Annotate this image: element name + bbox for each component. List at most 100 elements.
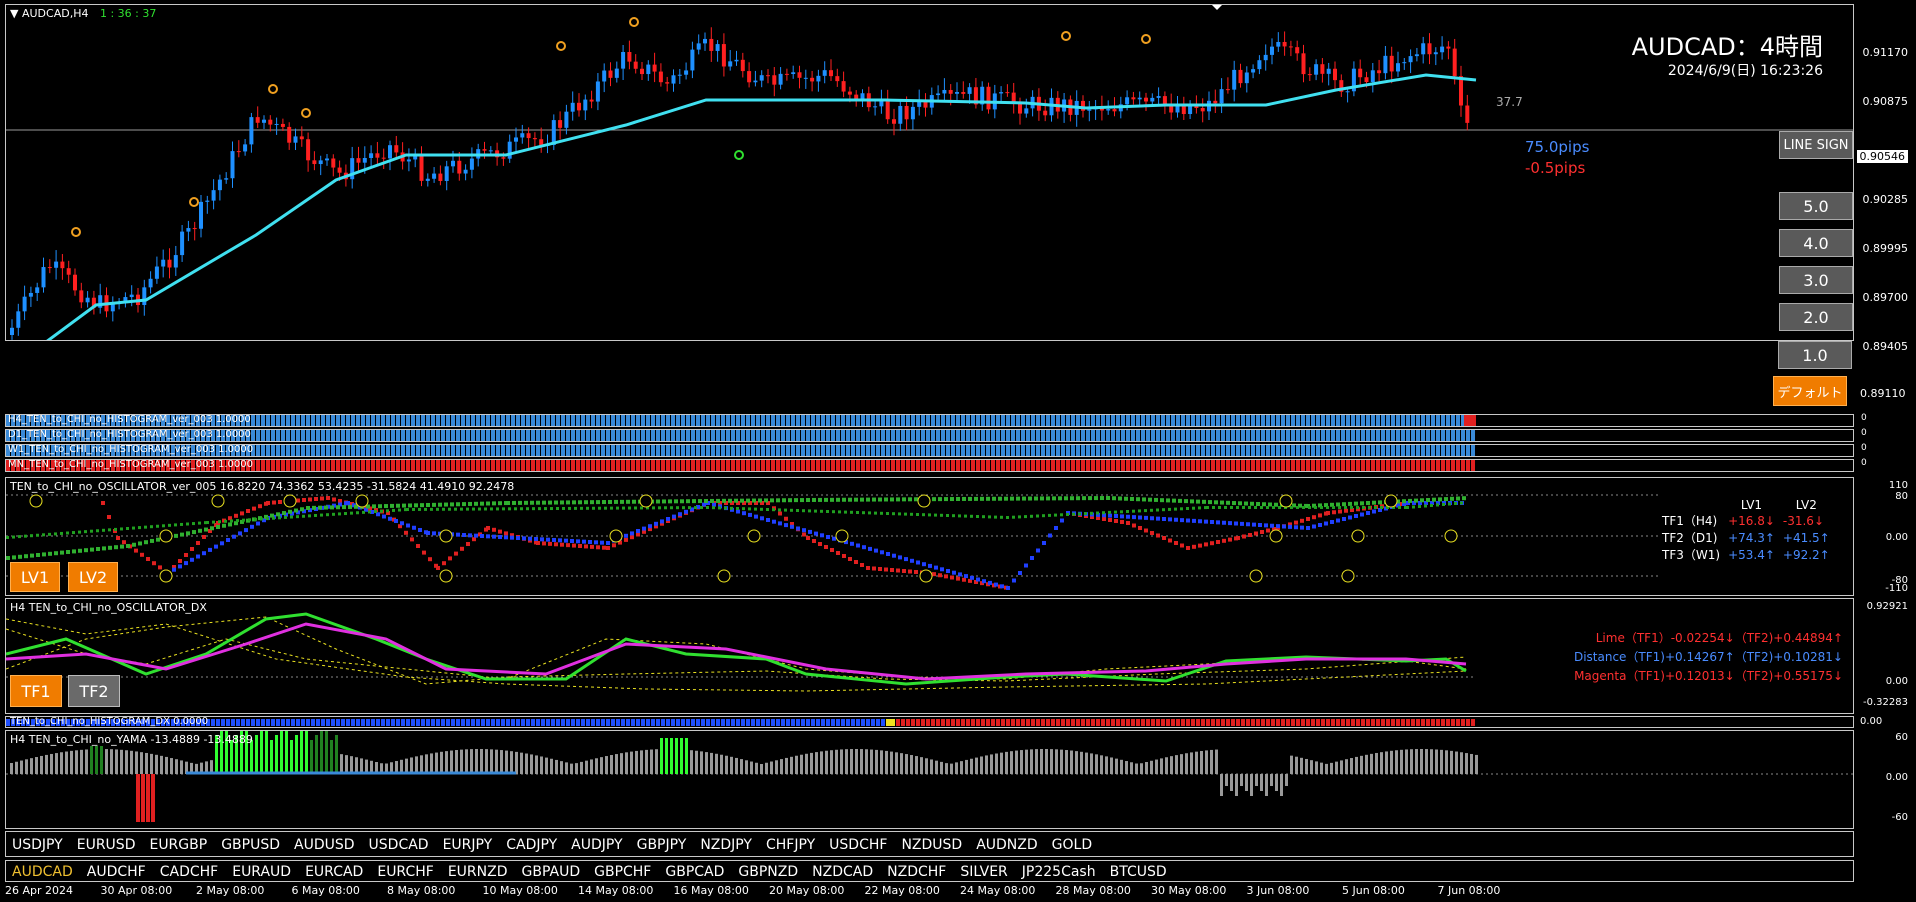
symbol-button-silver[interactable]: SILVER bbox=[960, 864, 1008, 880]
symbol-button-audcad[interactable]: AUDCAD bbox=[12, 864, 73, 880]
symbol-button-chfjpy[interactable]: CHFJPY bbox=[765, 837, 816, 853]
hdx-bar bbox=[461, 719, 465, 726]
symbol-button-nzdusd[interactable]: NZDUSD bbox=[901, 837, 963, 853]
osc-dot-red bbox=[1254, 531, 1258, 536]
candle-body bbox=[1314, 64, 1319, 75]
symbol-button-eurnzd[interactable]: EURNZD bbox=[447, 864, 508, 880]
symbol-button-eurchf[interactable]: EURCHF bbox=[377, 864, 434, 880]
candle-body bbox=[375, 153, 380, 158]
symbol-button-gbpjpy[interactable]: GBPJPY bbox=[636, 837, 687, 853]
osc-dot-green bbox=[1142, 497, 1146, 502]
symbol-button-usdcad[interactable]: USDCAD bbox=[368, 837, 429, 853]
osc-dot-green2 bbox=[424, 507, 427, 511]
osc-dot-green bbox=[776, 498, 780, 503]
osc-dot-green bbox=[1426, 498, 1430, 502]
symbol-button-cadjpy[interactable]: CADJPY bbox=[506, 837, 558, 853]
candle-body bbox=[936, 93, 941, 96]
hdx-bar bbox=[396, 719, 400, 726]
hdx-bar bbox=[356, 719, 360, 726]
candle-body bbox=[1408, 56, 1413, 63]
symbol-button-gold[interactable]: GOLD bbox=[1051, 837, 1093, 853]
symbol-button-audnzd[interactable]: AUDNZD bbox=[976, 837, 1038, 853]
hdx-bar bbox=[1386, 719, 1390, 726]
price-chart-pane[interactable]: ▼ AUDCAD,H4 1 : 36 : 37 AUDCAD：4時間 2024/… bbox=[5, 4, 1854, 341]
hdx-bar bbox=[996, 719, 1000, 726]
oscillator-dx-pane[interactable]: H4 TEN_to_CHI_no_OSCILLATOR_DX TF1 TF2 L… bbox=[5, 598, 1854, 714]
yama-pane[interactable]: H4 TEN_to_CHI_no_YAMA -13.4889 -13.4889 bbox=[5, 730, 1854, 829]
level-3-button[interactable]: 3.0 bbox=[1779, 266, 1853, 294]
osc-dot-green2 bbox=[344, 512, 347, 516]
yama-bar bbox=[530, 754, 533, 774]
symbol-button-audusd[interactable]: AUDUSD bbox=[294, 837, 355, 853]
osc-dot-blue bbox=[1204, 519, 1208, 524]
hdx-bar bbox=[806, 719, 810, 726]
yama-bar-neg bbox=[1285, 774, 1288, 786]
osc-dot-red bbox=[536, 541, 540, 545]
symbol-button-gbpcad[interactable]: GBPCAD bbox=[665, 864, 725, 880]
hdx-bar bbox=[1021, 719, 1025, 726]
level-2-button[interactable]: 2.0 bbox=[1779, 303, 1853, 331]
osc-dot-blue bbox=[1192, 518, 1196, 523]
osc-dot-green2 bbox=[1224, 506, 1227, 509]
symbol-button-btcusd[interactable]: BTCUSD bbox=[1109, 864, 1167, 880]
level-4-button[interactable]: 4.0 bbox=[1779, 229, 1853, 257]
lv1-button[interactable]: LV1 bbox=[10, 562, 60, 592]
symbol-button-eurusd[interactable]: EURUSD bbox=[76, 837, 136, 853]
yama-bar bbox=[720, 754, 723, 774]
yama-bar bbox=[200, 762, 203, 774]
osc-dot-blue bbox=[1162, 517, 1166, 521]
yama-bar bbox=[670, 738, 673, 774]
osc-dot-red bbox=[1198, 543, 1202, 548]
line-sign-button[interactable]: LINE SIGN bbox=[1779, 131, 1853, 159]
symbol-button-nzdchf[interactable]: NZDCHF bbox=[887, 864, 947, 880]
symbol-button-eurcad[interactable]: EURCAD bbox=[305, 864, 364, 880]
osc-dot-blue bbox=[1306, 526, 1310, 530]
oscillator-pane[interactable]: TEN_to_CHI_no_OSCILLATOR_ver_005 16.8220… bbox=[5, 477, 1854, 596]
osc-dot-red bbox=[436, 566, 440, 570]
level-5-button[interactable]: 5.0 bbox=[1779, 192, 1853, 220]
candle-body bbox=[640, 68, 644, 75]
yama-bar-neg bbox=[1275, 774, 1278, 791]
tf1-button[interactable]: TF1 bbox=[10, 675, 62, 707]
hdx-bar bbox=[541, 719, 545, 726]
symbol-button-nzdjpy[interactable]: NZDJPY bbox=[700, 837, 752, 853]
symbol-button-gbpusd[interactable]: GBPUSD bbox=[221, 837, 280, 853]
symbol-button-euraud[interactable]: EURAUD bbox=[232, 864, 292, 880]
osc-dot-green2 bbox=[78, 530, 81, 534]
symbol-bar-1: USDJPY EURUSD EURGBP GBPUSD AUDUSD USDCAD EURJ… bbox=[5, 831, 1854, 857]
symbol-button-eurjpy[interactable]: EURJPY bbox=[442, 837, 493, 853]
osc-dot-green bbox=[974, 496, 978, 501]
osc-dot-blue bbox=[766, 518, 770, 522]
symbol-button-gbpchf[interactable]: GBPCHF bbox=[594, 864, 652, 880]
yama-bar bbox=[635, 750, 638, 774]
symbol-button-cadchf[interactable]: CADCHF bbox=[159, 864, 219, 880]
symbol-button-usdchf[interactable]: USDCHF bbox=[829, 837, 888, 853]
oscillator-chart bbox=[6, 494, 1661, 590]
yama-bar bbox=[280, 731, 283, 774]
yama-bar bbox=[675, 738, 678, 774]
level-1-button[interactable]: 1.0 bbox=[1778, 341, 1852, 369]
osc-dot-green bbox=[530, 500, 534, 505]
symbol-button-gbpaud[interactable]: GBPAUD bbox=[521, 864, 581, 880]
symbol-button-usdjpy[interactable]: USDJPY bbox=[12, 837, 63, 853]
osc-dot-green bbox=[536, 500, 540, 505]
symbol-button-jp225cash[interactable]: JP225Cash bbox=[1021, 864, 1096, 880]
symbol-button-audchf[interactable]: AUDCHF bbox=[86, 864, 146, 880]
osc-dot-green2 bbox=[730, 506, 733, 510]
menu-triangle-icon[interactable]: ▼ bbox=[10, 7, 19, 20]
hdx-bar bbox=[861, 719, 865, 726]
yama-bar bbox=[525, 753, 528, 774]
candle-body bbox=[1377, 70, 1382, 74]
symbol-button-gbpnzd[interactable]: GBPNZD bbox=[738, 864, 799, 880]
symbol-button-audjpy[interactable]: AUDJPY bbox=[571, 837, 623, 853]
lv2-button[interactable]: LV2 bbox=[68, 562, 118, 592]
default-button[interactable]: デフォルト bbox=[1773, 376, 1847, 406]
osc-dot-green2 bbox=[766, 508, 769, 511]
tf2-button[interactable]: TF2 bbox=[68, 675, 120, 707]
candle-body bbox=[1213, 100, 1218, 104]
symbol-button-nzdcad[interactable]: NZDCAD bbox=[812, 864, 874, 880]
osc-dot-green2 bbox=[838, 510, 841, 514]
hdx-bar bbox=[161, 719, 165, 726]
symbol-button-eurgbp[interactable]: EURGBP bbox=[149, 837, 208, 853]
candle-body bbox=[199, 201, 203, 229]
